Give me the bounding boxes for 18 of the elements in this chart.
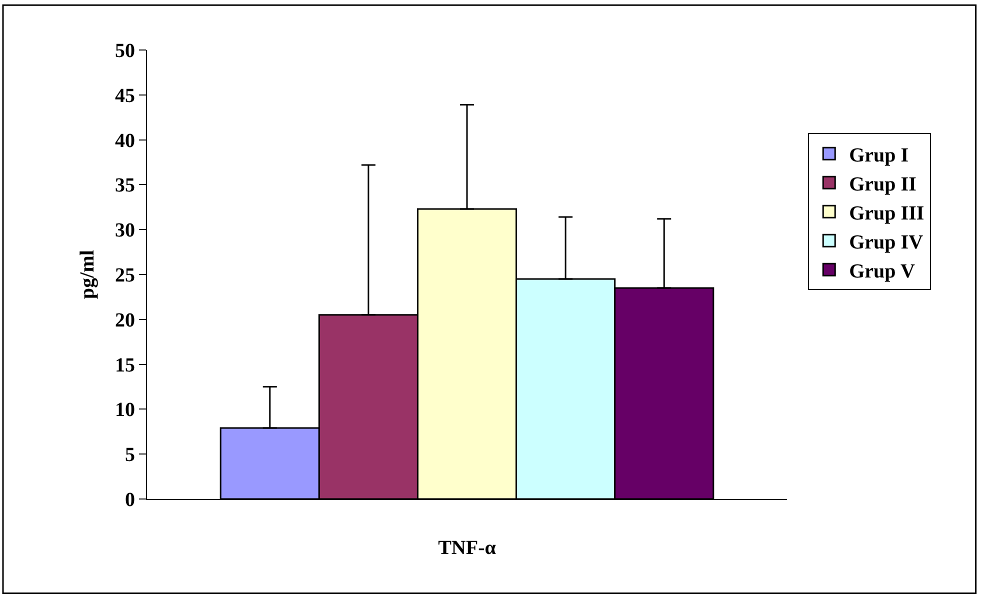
- x-tick-label: TNF-α: [438, 537, 496, 559]
- legend-label: Grup V: [849, 260, 916, 282]
- legend-label: Grup III: [849, 202, 924, 224]
- legend-label: Grup I: [849, 144, 909, 166]
- y-tick-label: 20: [115, 309, 135, 332]
- y-tick-label: 15: [115, 354, 135, 376]
- y-tick-label: 10: [115, 399, 135, 422]
- y-tick-label: 25: [115, 264, 135, 286]
- y-tick-label: 30: [115, 220, 135, 242]
- y-tick-label: 50: [115, 40, 135, 62]
- y-axis-title: pg/ml: [76, 250, 98, 299]
- y-tick-label: 35: [115, 174, 135, 197]
- y-tick-label: 5: [125, 444, 135, 466]
- legend-label: Grup II: [849, 173, 917, 196]
- y-tick-label: 40: [115, 130, 135, 152]
- y-tick-label: 45: [115, 84, 135, 107]
- y-tick-label: 0: [125, 489, 135, 511]
- legend-label: Grup IV: [849, 231, 924, 254]
